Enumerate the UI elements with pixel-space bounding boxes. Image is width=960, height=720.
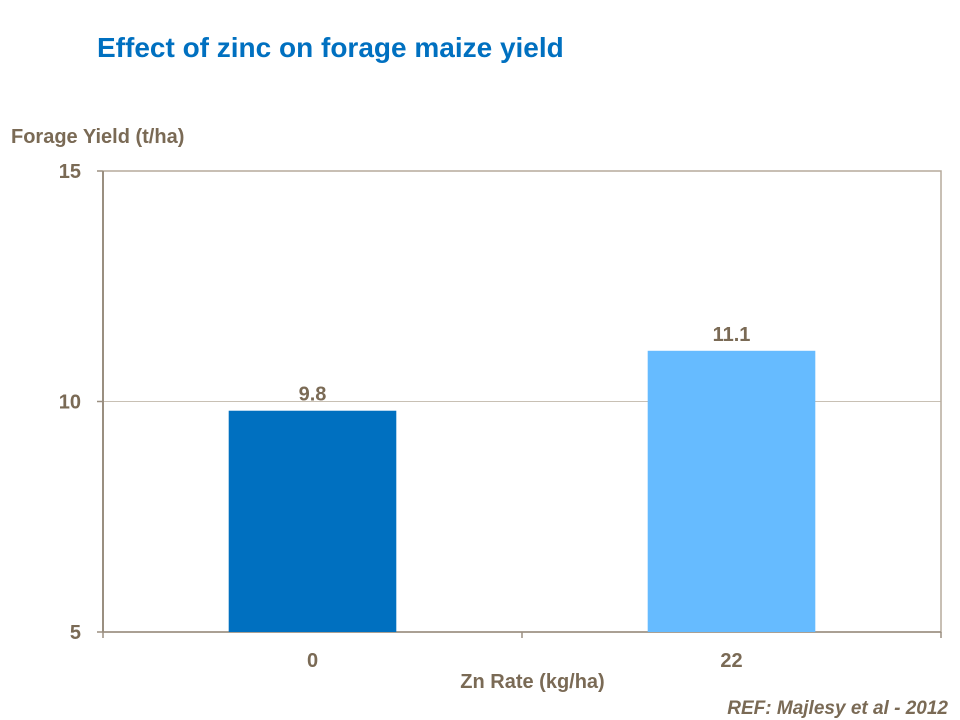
data-label: 11.1	[713, 324, 751, 346]
y-tick-label: 15	[59, 161, 81, 183]
data-label: 9.8	[299, 384, 327, 406]
y-tick-label: 10	[59, 392, 81, 414]
chart-title: Effect of zinc on forage maize yield	[97, 32, 564, 63]
y-axis-label: Forage Yield (t/ha)	[11, 126, 185, 148]
x-axis-label: Zn Rate (kg/ha)	[460, 671, 605, 693]
reference-note: REF: Majlesy et al - 2012	[727, 698, 948, 719]
y-tick-label: 5	[70, 622, 81, 644]
bar-22	[647, 350, 816, 632]
bar-0	[228, 410, 397, 632]
x-tick-label: 0	[307, 650, 318, 672]
x-tick-label: 22	[720, 650, 742, 672]
